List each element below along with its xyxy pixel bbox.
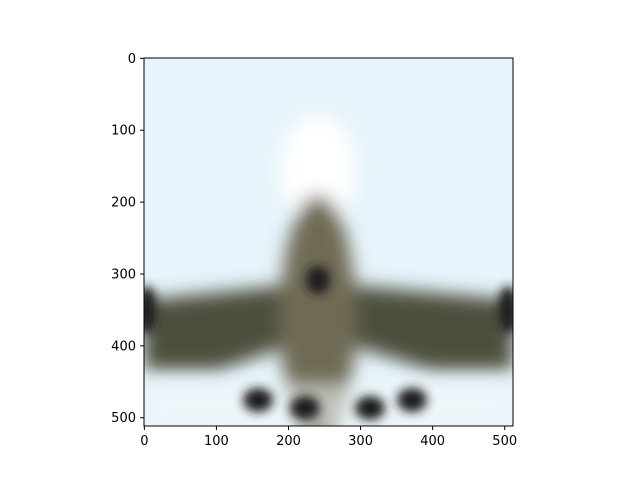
axes-frame (143, 57, 514, 427)
engine-right-inner (397, 388, 427, 412)
y-axis: 0 100 200 300 400 500 (111, 52, 144, 426)
x-tick-label: 300 (348, 434, 373, 449)
x-axis: 0 100 200 300 400 500 (140, 426, 517, 449)
x-tick-label: 200 (276, 434, 301, 449)
engine-left-inner (243, 388, 273, 412)
airplane-image (144, 58, 513, 426)
x-tick-label: 100 (204, 434, 229, 449)
y-tick-label: 100 (111, 124, 136, 139)
y-tick-label: 500 (111, 411, 136, 426)
x-tick-label: 500 (492, 434, 517, 449)
x-tick-label: 400 (420, 434, 445, 449)
y-tick-label: 0 (128, 52, 136, 67)
landing-gear-right (355, 396, 385, 420)
y-tick-label: 200 (111, 196, 136, 211)
fuselage (280, 195, 356, 426)
y-tick-label: 400 (111, 339, 136, 354)
x-tick-label: 0 (140, 434, 148, 449)
y-tick-label: 300 (111, 267, 136, 282)
nose-gear (306, 266, 330, 294)
landing-gear-left (290, 396, 320, 420)
nose-highlight (280, 115, 356, 225)
engine-left-outer (144, 286, 157, 334)
engine-right-outer (498, 286, 513, 334)
